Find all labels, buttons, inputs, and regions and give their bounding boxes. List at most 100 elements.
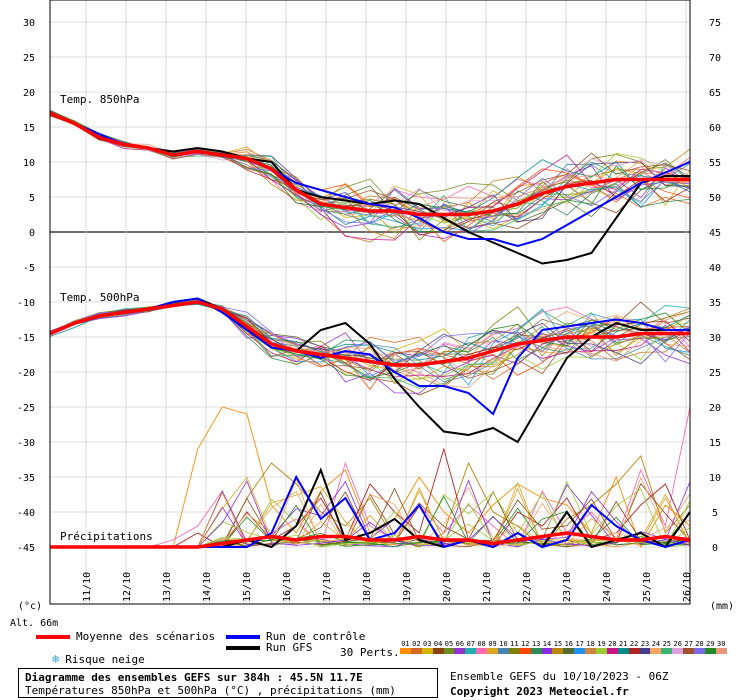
x-tick-label: 11/10 (82, 572, 93, 602)
t850-mean-line (49, 111, 690, 217)
precip-perturbation-line (50, 406, 691, 548)
legend-snow: ❄ Risque neige (52, 652, 145, 666)
perturbation-color-swatch (519, 648, 531, 654)
x-tick-label: 12/10 (122, 572, 133, 602)
perturbation-number: 24 (651, 640, 661, 648)
perturbation-color-swatch (400, 648, 411, 654)
legend-mean: Moyenne des scénarios (36, 630, 215, 643)
right-tick-label: 5 (712, 508, 718, 519)
perturbation-color-swatch (498, 648, 509, 654)
legend-perts-label: 30 Perts. (340, 646, 400, 659)
perturbation-number: 23 (640, 640, 650, 648)
right-tick-label: 70 (709, 53, 721, 64)
perturbation-color-swatch (465, 648, 477, 654)
left-tick-label: 20 (23, 88, 35, 99)
perturbation-line (49, 303, 691, 361)
x-tick-label: 23/10 (562, 572, 573, 602)
perturbation-color-swatch (508, 648, 520, 654)
left-tick-label: -30 (17, 438, 35, 449)
perturbation-color-swatch (661, 648, 673, 654)
perturbation-number: 11 (510, 640, 519, 648)
right-tick-label: 50 (709, 193, 721, 204)
left-tick-label: 5 (29, 193, 35, 204)
legend-control-label: Run de contrôle (266, 630, 366, 643)
t850-gfs-line (49, 112, 690, 265)
left-tick-label: -35 (17, 473, 35, 484)
perturbation-number: 05 (444, 640, 454, 648)
perturbation-number: 22 (629, 640, 639, 648)
right-tick-label: 10 (709, 473, 721, 484)
perturbation-colors (400, 648, 727, 654)
perturbation-color-swatch (432, 648, 444, 654)
x-tick-label: 24/10 (602, 572, 613, 602)
perturbation-number: 01 (401, 640, 410, 648)
perturbation-color-swatch (476, 648, 488, 654)
perturbation-lines (49, 109, 691, 549)
legend-gfs-label: Run GFS (266, 641, 313, 654)
perturbation-number: 14 (542, 640, 552, 648)
right-tick-label: 60 (709, 123, 721, 134)
left-tick-label: -45 (17, 543, 35, 554)
perturbation-number: 02 (412, 640, 421, 648)
left-unit: (°c) (18, 601, 42, 612)
legend-snow-label: Risque neige (65, 652, 145, 666)
right-tick-label: 55 (709, 158, 721, 169)
right-tick-label: 65 (709, 88, 721, 99)
x-tick-label: 26/10 (682, 572, 693, 602)
perturbation-color-swatch (672, 648, 684, 654)
legend-perts: 30 Perts. (340, 646, 400, 659)
left-tick-label: -10 (17, 298, 35, 309)
perturbation-color-swatch (715, 648, 727, 654)
footer-subtitle: Températures 850hPa et 500hPa (°C) , pré… (25, 684, 396, 697)
perturbation-color-swatch (574, 648, 586, 654)
perturbation-numbers: 01 02 03 04 05 06 07 08 09 10 11 12 13 14 15 16 17 18 19 20… (400, 640, 727, 648)
perturbation-number: 16 (564, 640, 574, 648)
x-tick-label: 22/10 (522, 572, 533, 602)
legend-control: Run de contrôle (226, 630, 365, 643)
x-axis-labels: 11/10 12/10 13/10 14/10 15/10 16/10 17/10 18/10… (82, 572, 693, 602)
perturbation-color-swatch (596, 648, 607, 654)
perturbation-color-swatch (421, 648, 433, 654)
perturbation-number: 21 (619, 640, 628, 648)
perturbation-color-swatch (694, 648, 705, 654)
perturbation-number: 13 (531, 640, 541, 648)
right-tick-label: 40 (709, 263, 721, 274)
perturbation-color-swatch (541, 648, 553, 654)
perturbation-number: 18 (586, 640, 595, 648)
right-tick-label: 75 (709, 18, 721, 29)
left-tick-label: -25 (17, 403, 35, 414)
perturbation-color-swatch (639, 648, 651, 654)
t500-mean-line (49, 300, 690, 367)
perturbation-number: 08 (477, 640, 486, 648)
perturbation-line (49, 112, 691, 241)
x-tick-label: 16/10 (282, 572, 293, 602)
legend-gfs: Run GFS (226, 641, 312, 654)
perturbation-number: 26 (673, 640, 682, 648)
left-tick-label: 30 (23, 18, 35, 29)
perturbation-number: 09 (488, 640, 497, 648)
perturbation-color-swatch (683, 648, 695, 654)
right-unit: (mm) (710, 601, 734, 612)
perturbation-color-swatch (606, 648, 618, 654)
main-series-lines (49, 111, 691, 549)
run-info: Ensemble GEFS du 10/10/2023 - 06Z (450, 670, 669, 683)
perturbation-color-swatch (552, 648, 564, 654)
precip-panel-label: Précipitations (60, 530, 153, 543)
plot-frame (49, 0, 691, 605)
perturbation-number: 28 (695, 640, 704, 648)
x-tick-label: 13/10 (162, 572, 173, 602)
left-tick-label: -20 (17, 368, 35, 379)
perturbation-number: 17 (575, 640, 584, 648)
perturbation-color-swatch (704, 648, 716, 654)
copyright: Copyright 2023 Meteociel.fr (450, 685, 629, 698)
grid-lines (50, 0, 690, 604)
perturbation-number: 04 (433, 640, 443, 648)
snowflake-icon: ❄ (52, 652, 60, 666)
left-tick-label: 15 (23, 123, 35, 134)
perturbation-color-swatch (628, 648, 640, 654)
legend-mean-label: Moyenne des scénarios (76, 630, 216, 643)
altitude-label: Alt. 66m (10, 618, 58, 629)
x-tick-label: 21/10 (482, 572, 493, 602)
